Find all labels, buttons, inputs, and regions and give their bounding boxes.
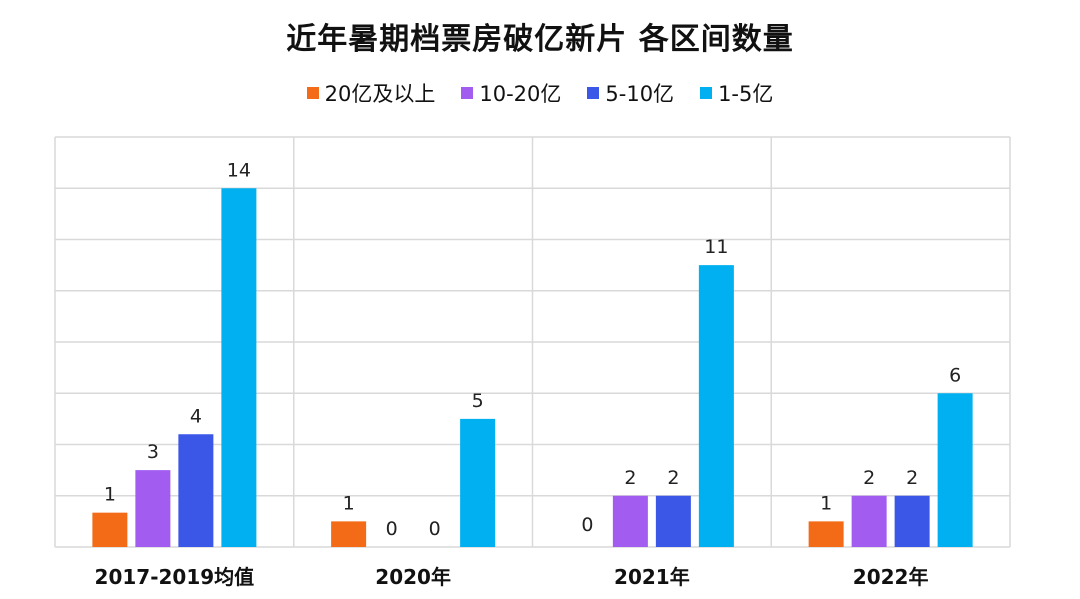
data-label: 0 xyxy=(581,514,593,536)
data-label: 1 xyxy=(104,484,116,506)
data-label: 1 xyxy=(820,492,832,514)
bar xyxy=(221,188,257,547)
data-label: 5 xyxy=(472,390,484,412)
data-label: 11 xyxy=(704,236,728,258)
data-label: 0 xyxy=(386,518,398,540)
bar xyxy=(937,393,973,547)
category-label: 2017-2019均值 xyxy=(95,565,255,589)
chart-grid xyxy=(54,136,1011,548)
legend-item-5-10yi: 5-10亿 xyxy=(587,78,674,108)
bar xyxy=(808,521,844,547)
legend-swatch-5-10yi xyxy=(587,87,600,99)
legend-item-1-5yi: 1-5亿 xyxy=(700,78,773,108)
data-label: 2 xyxy=(863,467,875,489)
bar xyxy=(698,265,734,547)
legend-label-20yi-plus: 20亿及以上 xyxy=(324,82,436,106)
bar xyxy=(135,470,171,547)
legend-item-20yi-plus: 20亿及以上 xyxy=(306,78,436,108)
data-label: 2 xyxy=(667,467,679,489)
chart-bars xyxy=(92,188,973,547)
category-label: 2020年 xyxy=(375,565,451,589)
legend-swatch-20yi-plus xyxy=(306,87,319,99)
bar xyxy=(655,495,691,547)
data-label: 2 xyxy=(906,467,918,489)
legend-swatch-1-5yi xyxy=(700,87,713,99)
legend-item-10-20yi: 10-20亿 xyxy=(461,78,561,108)
bar xyxy=(178,434,214,547)
data-label: 14 xyxy=(227,159,251,181)
bar xyxy=(331,521,367,547)
bar xyxy=(894,495,930,547)
legend-label-5-10yi: 5-10亿 xyxy=(605,82,675,106)
chart-category-labels: 2017-2019均值 2020年 2021年 2022年 xyxy=(95,565,929,589)
data-label: 4 xyxy=(190,405,202,427)
data-label: 6 xyxy=(949,364,961,386)
bar xyxy=(460,418,496,547)
chart-legend: 20亿及以上 10-20亿 5-10亿 1-5亿 xyxy=(0,78,1080,108)
legend-label-1-5yi: 1-5亿 xyxy=(718,82,774,106)
legend-swatch-10-20yi xyxy=(461,87,474,99)
bar xyxy=(612,495,648,547)
data-label: 3 xyxy=(147,441,159,463)
category-label: 2021年 xyxy=(614,565,690,589)
legend-label-10-20yi: 10-20亿 xyxy=(479,82,562,106)
data-label: 0 xyxy=(429,518,441,540)
chart-title: 近年暑期档票房破亿新片 各区间数量 xyxy=(286,22,794,57)
bar xyxy=(851,495,887,547)
category-label: 2022年 xyxy=(853,565,929,589)
data-label: 2 xyxy=(624,467,636,489)
bar xyxy=(92,512,128,547)
data-label: 1 xyxy=(343,492,355,514)
